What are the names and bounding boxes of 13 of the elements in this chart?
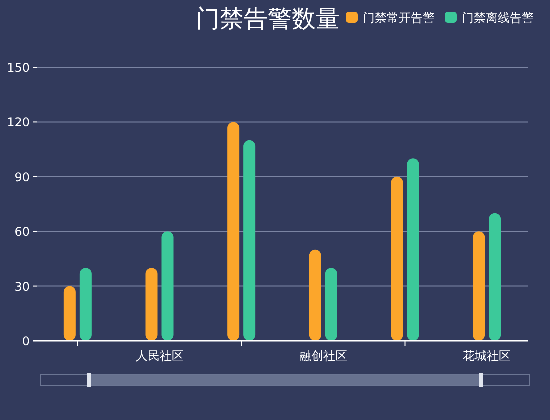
y-tick-label: 150	[7, 61, 30, 75]
title: 门禁告警数量	[196, 5, 340, 33]
y-tick-label: 60	[14, 225, 30, 240]
legend-label: 门禁常开告警	[363, 11, 435, 25]
y-tick-label: 30	[14, 280, 30, 294]
y-tick-label: 0	[22, 334, 30, 348]
legend: 门禁常开告警 门禁离线告警	[346, 11, 534, 25]
x-tick-label: 融创社区	[299, 349, 348, 363]
y-tick-label: 90	[14, 170, 30, 184]
x-tick-label: 人民社区	[136, 349, 184, 363]
legend-label: 门禁离线告警	[462, 11, 534, 25]
x-tick-label: 花城社区	[463, 349, 512, 363]
y-tick-label: 120	[7, 116, 30, 130]
